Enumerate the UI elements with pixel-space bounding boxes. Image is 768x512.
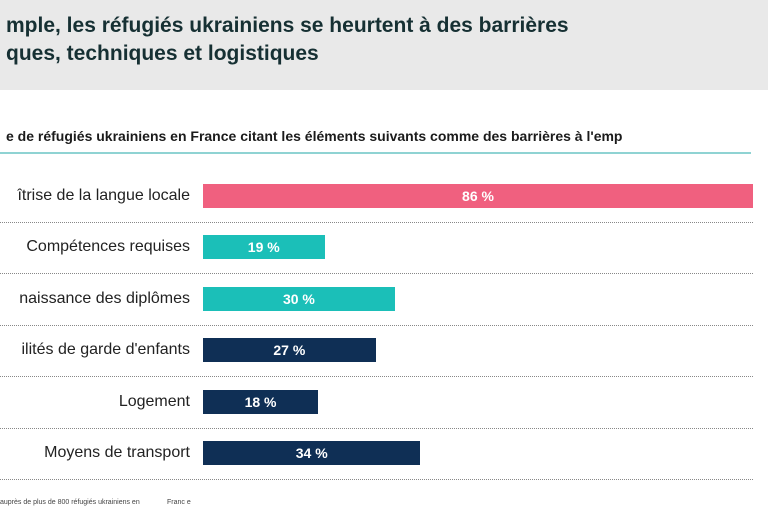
bar: 18 % [203,389,319,414]
bar: 30 % [203,286,395,311]
category-label: Moyens de transport [44,444,190,461]
bar: 27 % [203,338,376,363]
header-band: mple, les réfugiés ukrainiens se heurten… [0,0,768,90]
chart-subtitle: e de réfugiés ukrainiens en France citan… [6,128,623,144]
row-separator [0,273,753,275]
subtitle-divider [0,152,751,154]
category-label: Compétences requises [26,238,190,256]
source-note-2: Franc e [167,499,191,506]
title-line-2: ques, techniques et logistiques [6,42,319,65]
row-separator [0,427,753,429]
row-separator [0,376,753,378]
title-line-1: mple, les réfugiés ukrainiens se heurten… [6,14,569,37]
category-label: naissance des diplômes [19,289,190,307]
row-separator [0,324,753,326]
row-separator [0,479,753,480]
category-label: ilités de garde d'enfants [21,341,191,359]
category-label: Logement [118,392,190,410]
source-note: auprès de plus de 800 réfugiés ukrainien… [0,499,140,506]
row-separator [0,222,753,223]
page-title: mple, les réfugiés ukrainiens se heurten… [6,12,746,68]
category-label: îtrise de la langue locale [17,187,190,204]
bar: 19 % [203,235,325,260]
bar: 34 % [203,441,421,465]
bar: 86 % [203,184,753,208]
